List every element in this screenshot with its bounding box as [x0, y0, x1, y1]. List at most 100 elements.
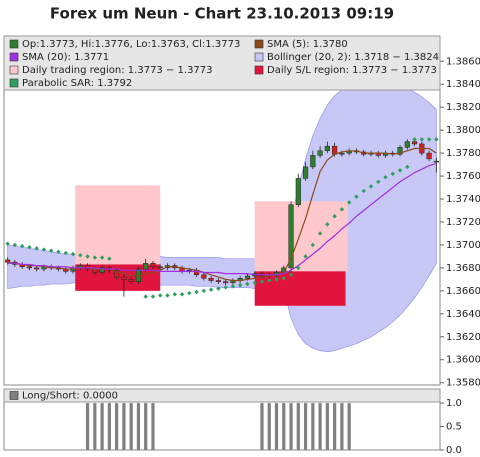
bar	[260, 403, 264, 450]
legend-box	[3, 35, 441, 91]
candle-body	[121, 276, 127, 280]
sar-dot	[107, 256, 112, 261]
bar	[85, 403, 90, 450]
sar-dot	[150, 294, 156, 299]
bar	[115, 403, 119, 450]
bar	[274, 403, 279, 450]
bar	[347, 403, 351, 450]
y-tick-label: 1.3640	[446, 309, 480, 320]
candle-body	[201, 274, 207, 279]
sar-dot	[296, 265, 301, 271]
bar	[325, 403, 329, 450]
sar-dot	[376, 179, 381, 184]
sar-dot	[201, 288, 207, 294]
sar-dot	[346, 200, 352, 205]
sar-dot	[412, 137, 417, 142]
legend-label: Daily S/L region: 1.3773 − 1.3773	[267, 65, 437, 76]
candle-body	[288, 204, 294, 269]
candle-body	[114, 269, 120, 278]
sar-dot	[288, 272, 294, 277]
candle-body	[26, 266, 33, 269]
candle-body	[215, 280, 221, 282]
bar	[311, 403, 315, 450]
candle-body	[433, 160, 439, 163]
legend-swatch	[254, 52, 264, 62]
bar	[93, 403, 97, 450]
sar-dot	[56, 249, 61, 255]
sar-dot	[223, 285, 228, 290]
sar-dot	[194, 289, 199, 295]
candle-body	[332, 145, 338, 155]
candle-body	[223, 281, 229, 284]
candle-body	[310, 155, 316, 168]
sar-dot	[274, 277, 279, 282]
legend-swatch	[9, 78, 19, 88]
sar-dot	[281, 276, 286, 281]
legend-swatch	[9, 65, 19, 75]
chart-title: Forex um Neun - Chart 23.10.2013 09:19	[50, 5, 394, 23]
y-tick-label: 0.5	[446, 422, 462, 433]
sar-dot	[405, 164, 410, 170]
candle-body	[128, 279, 134, 282]
bar	[144, 403, 148, 450]
sar-dot	[63, 250, 68, 256]
candle-body	[157, 266, 163, 269]
region-box	[75, 185, 161, 265]
bar	[333, 403, 337, 450]
sar-dot	[70, 251, 76, 257]
candle-body	[411, 141, 418, 145]
bar	[318, 403, 322, 450]
y-tick-label: 1.3660	[446, 286, 480, 297]
bar	[296, 403, 300, 450]
candle-body	[295, 178, 301, 206]
legend-label: Bollinger (20, 2): 1.3718 − 1.3824	[267, 52, 439, 63]
sar-dot	[325, 222, 330, 227]
bar	[107, 403, 111, 450]
sar-dot	[208, 287, 214, 292]
sar-dot	[259, 279, 265, 284]
y-tick-label: 1.0	[446, 398, 462, 409]
legend-swatch	[9, 391, 19, 400]
bar	[136, 403, 141, 450]
sar-dot	[426, 137, 432, 142]
sma-line	[7, 162, 437, 276]
legend-label: Daily trading region: 1.3773 − 1.3773	[22, 65, 213, 76]
y-tick-label: 1.3840	[446, 79, 480, 90]
sar-dot	[49, 248, 54, 253]
sar-dot	[99, 255, 105, 260]
candle-body	[317, 150, 323, 156]
legend-label: SMA (20): 1.3771	[22, 52, 109, 63]
bar	[289, 403, 293, 450]
candle-body	[143, 263, 149, 270]
sar-dot	[267, 278, 272, 283]
y-tick-label: 1.3740	[446, 194, 480, 205]
bar	[340, 403, 344, 450]
sar-dot	[368, 184, 374, 189]
legend-swatch	[254, 39, 264, 49]
y-tick-label: 1.3860	[446, 56, 480, 67]
sar-dot	[34, 246, 39, 251]
sar-dot	[165, 293, 170, 298]
sar-dot	[303, 254, 308, 259]
sar-dot	[158, 293, 163, 298]
candle-body	[208, 277, 214, 281]
sar-dot	[354, 194, 359, 199]
bar	[129, 403, 133, 450]
legend-label: Op:1.3773, Hi:1.3776, Lo:1.3763, Cl:1.37…	[22, 39, 240, 50]
sar-dot	[179, 292, 185, 297]
bar	[100, 403, 104, 450]
legend-label: Long/Short: 0.0000	[22, 391, 118, 402]
y-tick-label: 1.3600	[446, 355, 480, 366]
region-box	[254, 201, 348, 272]
candle-body	[404, 141, 410, 148]
sar-dot	[216, 286, 221, 291]
sar-dot	[361, 188, 366, 194]
sar-dot	[27, 245, 32, 250]
legend-swatch	[254, 65, 264, 75]
y-tick-label: 0.0	[446, 445, 462, 456]
sar-dot	[187, 290, 192, 296]
legend-box	[3, 388, 441, 403]
sar-dot	[419, 137, 425, 142]
